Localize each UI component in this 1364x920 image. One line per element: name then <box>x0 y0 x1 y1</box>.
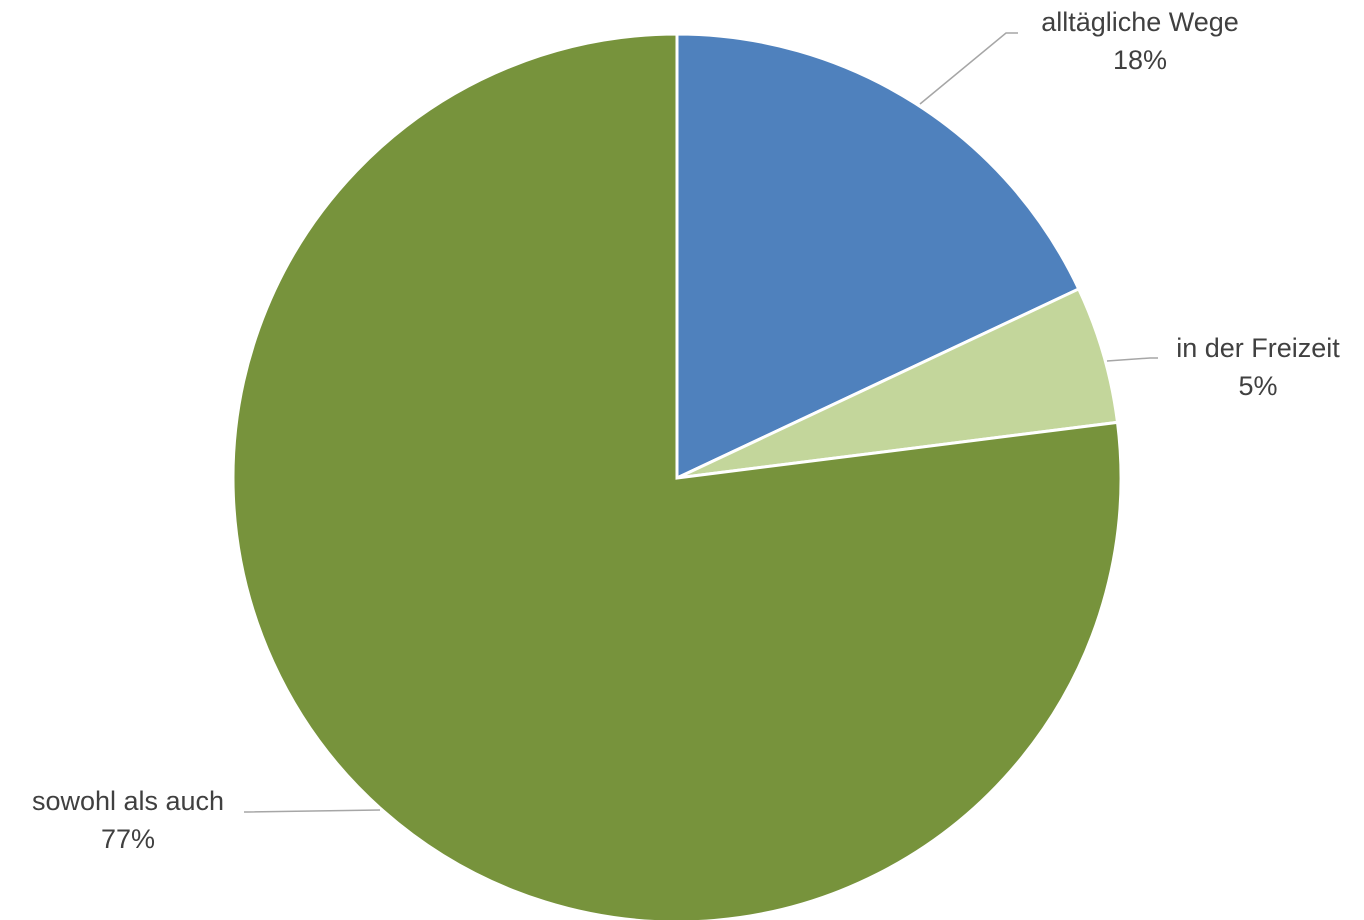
leader-line-alltaegliche-wege <box>919 32 1018 105</box>
leader-lines <box>244 32 1158 813</box>
pie-slice-alltaegliche-wege <box>675 32 1081 481</box>
slice-category-label: in der Freizeit <box>1176 333 1340 363</box>
pie-slice-sowohl-als-auch <box>231 32 1123 920</box>
slice-value-label: 18% <box>1113 45 1167 75</box>
slice-category-label: alltägliche Wege <box>1041 7 1239 37</box>
leader-line-sowohl-als-auch <box>244 809 381 813</box>
leader-line-in-der-freizeit <box>1106 357 1158 362</box>
slice-value-label: 77% <box>101 824 155 854</box>
slice-value-label: 5% <box>1238 371 1277 401</box>
slice-category-label: sowohl als auch <box>32 786 224 816</box>
pie-slices <box>231 32 1123 920</box>
slice-labels: alltägliche Wege 18% in der Freizeit 5% sowo… <box>32 7 1340 854</box>
